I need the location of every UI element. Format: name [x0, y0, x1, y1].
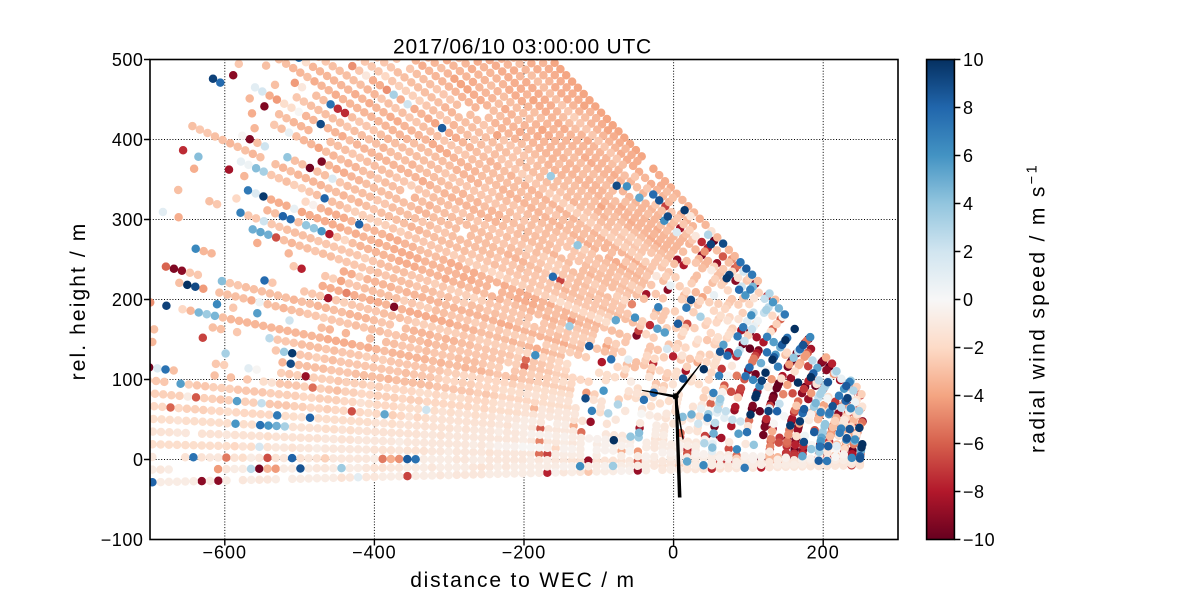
svg-text:4: 4 — [963, 194, 974, 214]
svg-text:400: 400 — [112, 130, 144, 150]
svg-text:0: 0 — [963, 290, 974, 310]
svg-text:−2: −2 — [963, 338, 985, 358]
svg-text:6: 6 — [963, 146, 974, 166]
svg-text:10: 10 — [963, 50, 984, 70]
svg-text:0: 0 — [668, 543, 679, 563]
svg-text:500: 500 — [112, 50, 144, 70]
svg-text:2017/06/10 03:00:00 UTC: 2017/06/10 03:00:00 UTC — [393, 35, 652, 58]
svg-text:−200: −200 — [502, 543, 547, 563]
svg-text:−8: −8 — [963, 482, 985, 502]
svg-text:−400: −400 — [352, 543, 397, 563]
svg-text:−10: −10 — [963, 530, 995, 550]
svg-text:−6: −6 — [963, 434, 985, 454]
svg-text:200: 200 — [807, 543, 840, 563]
svg-text:−4: −4 — [963, 386, 985, 406]
svg-text:−100: −100 — [101, 530, 144, 550]
svg-text:300: 300 — [112, 210, 144, 230]
svg-text:8: 8 — [963, 98, 974, 118]
svg-text:2: 2 — [963, 242, 974, 262]
svg-text:distance to WEC / m: distance to WEC / m — [410, 569, 636, 592]
svg-text:0: 0 — [133, 450, 144, 470]
svg-text:−600: −600 — [203, 543, 248, 563]
svg-text:100: 100 — [112, 370, 144, 390]
svg-text:radial wind speed / m s−1: radial wind speed / m s−1 — [1025, 163, 1050, 453]
svg-text:rel. height / m: rel. height / m — [67, 222, 90, 381]
svg-text:200: 200 — [112, 290, 144, 310]
